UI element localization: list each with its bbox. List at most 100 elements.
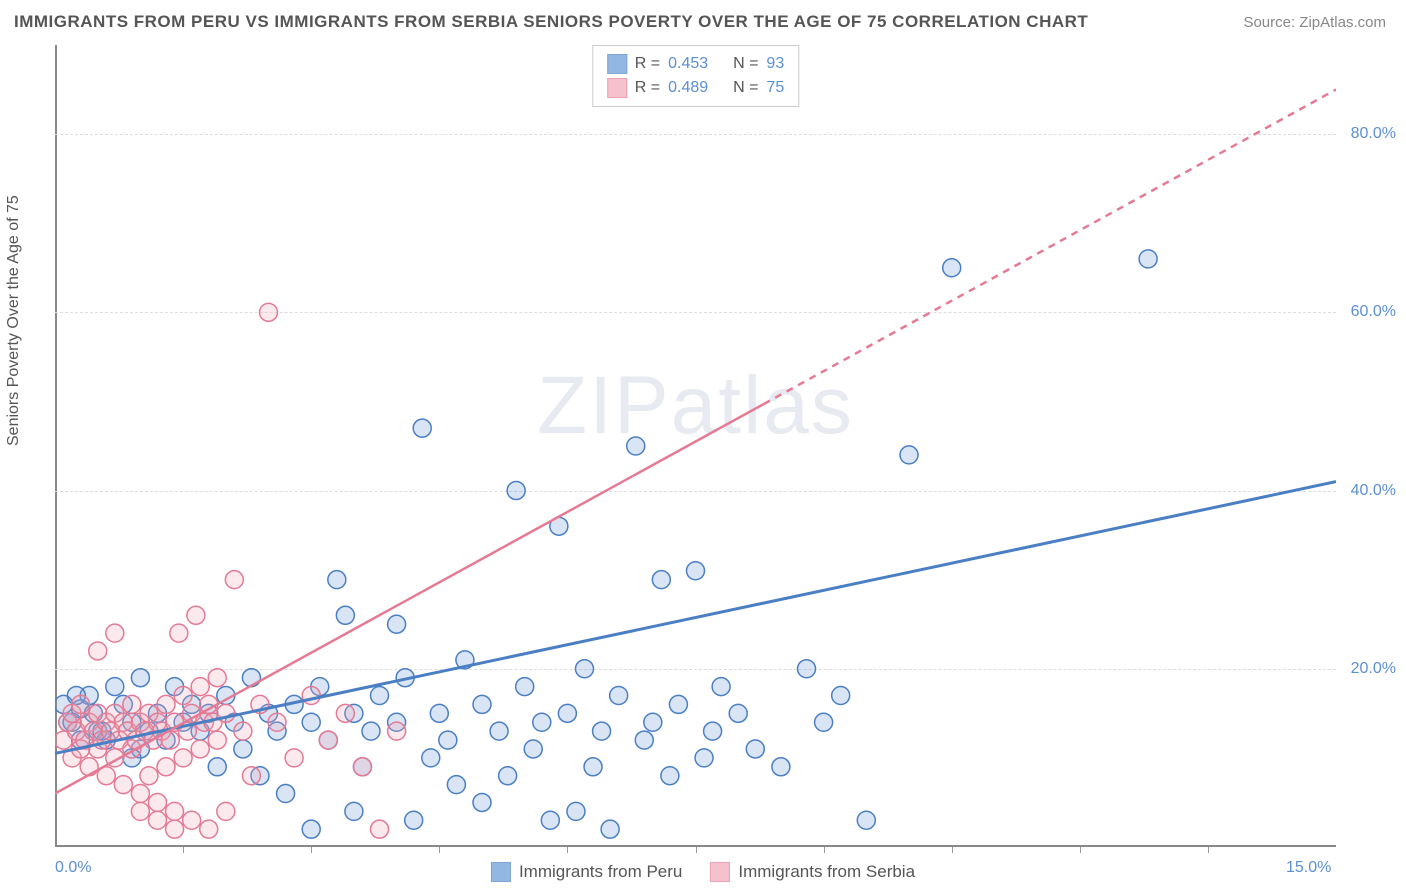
data-point xyxy=(328,571,346,589)
data-point xyxy=(319,731,337,749)
data-point xyxy=(72,695,90,713)
data-point xyxy=(131,669,149,687)
data-point xyxy=(302,820,320,838)
data-point xyxy=(857,811,875,829)
data-point xyxy=(712,678,730,696)
data-point xyxy=(524,740,542,758)
data-point xyxy=(943,259,961,277)
data-point xyxy=(558,704,576,722)
data-point xyxy=(687,562,705,580)
data-point xyxy=(114,776,132,794)
data-point xyxy=(832,687,850,705)
data-point xyxy=(174,687,192,705)
data-point xyxy=(405,811,423,829)
data-point xyxy=(268,713,286,731)
data-point xyxy=(413,419,431,437)
swatch-serbia xyxy=(607,78,627,98)
data-point xyxy=(388,615,406,633)
data-point xyxy=(80,758,98,776)
data-point xyxy=(601,820,619,838)
data-point xyxy=(371,820,389,838)
plot-area: R = 0.453 N = 93 R = 0.489 N = 75 ZIPatl… xyxy=(55,45,1336,847)
data-point xyxy=(729,704,747,722)
x-tick-mark xyxy=(567,847,568,853)
x-tick-label: 0.0% xyxy=(55,859,91,877)
x-tick-mark xyxy=(1080,847,1081,853)
data-point xyxy=(336,606,354,624)
y-tick-label: 40.0% xyxy=(1351,482,1396,500)
data-point xyxy=(541,811,559,829)
data-point xyxy=(140,767,158,785)
data-point xyxy=(669,695,687,713)
x-tick-mark xyxy=(824,847,825,853)
data-point xyxy=(200,820,218,838)
x-tick-mark xyxy=(439,847,440,853)
y-tick-label: 60.0% xyxy=(1351,303,1396,321)
n-value-serbia: 75 xyxy=(766,79,784,97)
data-point xyxy=(439,731,457,749)
n-label: N = xyxy=(733,55,758,73)
legend-swatch-serbia xyxy=(710,862,730,882)
stats-legend: R = 0.453 N = 93 R = 0.489 N = 75 xyxy=(592,45,799,107)
data-point xyxy=(610,687,628,705)
data-point xyxy=(593,722,611,740)
data-point xyxy=(106,624,124,642)
data-point xyxy=(661,767,679,785)
bottom-legend: Immigrants from Peru Immigrants from Ser… xyxy=(491,862,915,882)
data-point xyxy=(157,758,175,776)
data-point xyxy=(644,713,662,731)
trend-line-dashed xyxy=(764,90,1336,404)
swatch-peru xyxy=(607,54,627,74)
r-label: R = xyxy=(635,79,660,97)
x-tick-mark xyxy=(952,847,953,853)
data-point xyxy=(371,687,389,705)
data-point xyxy=(362,722,380,740)
data-point xyxy=(353,758,371,776)
data-point xyxy=(516,678,534,696)
n-value-peru: 93 xyxy=(766,55,784,73)
r-value-peru: 0.453 xyxy=(668,55,708,73)
scatter-plot-svg xyxy=(55,45,1336,847)
r-label: R = xyxy=(635,55,660,73)
data-point xyxy=(584,758,602,776)
data-point xyxy=(345,802,363,820)
chart-title: IMMIGRANTS FROM PERU VS IMMIGRANTS FROM … xyxy=(14,12,1088,32)
data-point xyxy=(695,749,713,767)
x-tick-mark xyxy=(311,847,312,853)
trend-line-solid xyxy=(55,404,764,794)
data-point xyxy=(285,749,303,767)
y-tick-label: 80.0% xyxy=(1351,125,1396,143)
x-tick-mark xyxy=(1208,847,1209,853)
data-point xyxy=(225,571,243,589)
data-point xyxy=(277,785,295,803)
data-point xyxy=(1139,250,1157,268)
r-value-serbia: 0.489 xyxy=(668,79,708,97)
data-point xyxy=(187,606,205,624)
n-label: N = xyxy=(733,79,758,97)
data-point xyxy=(473,695,491,713)
data-point xyxy=(170,624,188,642)
data-point xyxy=(166,820,184,838)
y-tick-label: 20.0% xyxy=(1351,660,1396,678)
data-point xyxy=(627,437,645,455)
legend-swatch-peru xyxy=(491,862,511,882)
chart-container: R = 0.453 N = 93 R = 0.489 N = 75 ZIPatl… xyxy=(55,45,1336,847)
data-point xyxy=(242,767,260,785)
data-point xyxy=(208,669,226,687)
data-point xyxy=(746,740,764,758)
data-point xyxy=(490,722,508,740)
data-point xyxy=(106,678,124,696)
data-point xyxy=(567,802,585,820)
y-axis-label: Seniors Poverty Over the Age of 75 xyxy=(5,195,23,446)
legend-item-serbia: Immigrants from Serbia xyxy=(710,862,915,882)
data-point xyxy=(217,802,235,820)
data-point xyxy=(473,793,491,811)
stats-row-peru: R = 0.453 N = 93 xyxy=(607,52,784,76)
data-point xyxy=(166,802,184,820)
data-point xyxy=(499,767,517,785)
data-point xyxy=(575,660,593,678)
data-point xyxy=(302,713,320,731)
data-point xyxy=(234,740,252,758)
legend-item-peru: Immigrants from Peru xyxy=(491,862,682,882)
data-point xyxy=(900,446,918,464)
